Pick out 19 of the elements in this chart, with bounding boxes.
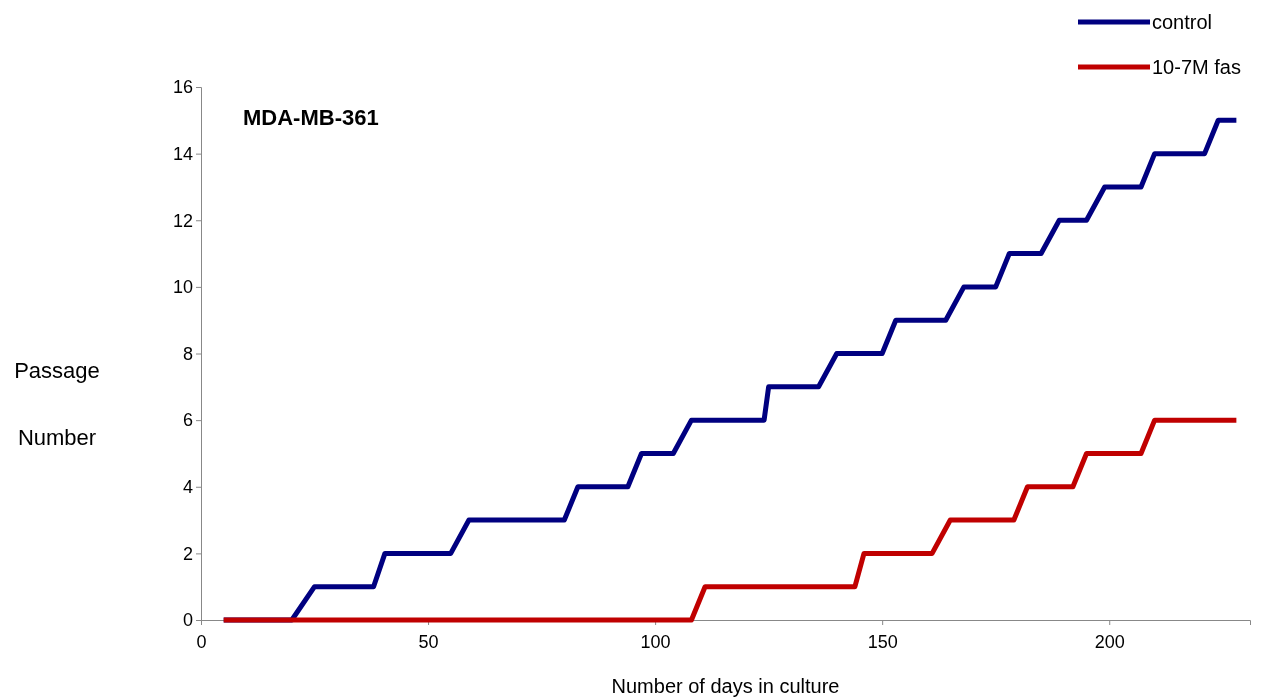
x-tick-label: 50	[418, 631, 439, 652]
y-tick-label: 0	[182, 610, 193, 631]
legend-label: 10-7M fas	[1152, 56, 1241, 78]
y-tick-label: 2	[182, 543, 193, 564]
legend-label: control	[1152, 11, 1213, 33]
y-tick-label: 6	[182, 410, 193, 431]
text: Passage Number	[14, 358, 100, 450]
y-tick-label: 16	[172, 77, 193, 98]
y-tick-label: 10	[172, 277, 193, 298]
x-tick-label: 200	[1094, 631, 1125, 652]
x-axis-title: Number of days in culture	[611, 675, 840, 697]
x-tick-label: 100	[640, 631, 671, 652]
y-tick-label: 8	[182, 343, 193, 364]
annotation: MDA-MB-361	[243, 105, 379, 130]
x-tick-label: 0	[196, 631, 207, 652]
y-tick-label: 4	[182, 477, 193, 498]
x-tick-label: 150	[867, 631, 898, 652]
y-tick-label: 14	[172, 143, 193, 164]
y-tick-label: 12	[172, 210, 193, 231]
